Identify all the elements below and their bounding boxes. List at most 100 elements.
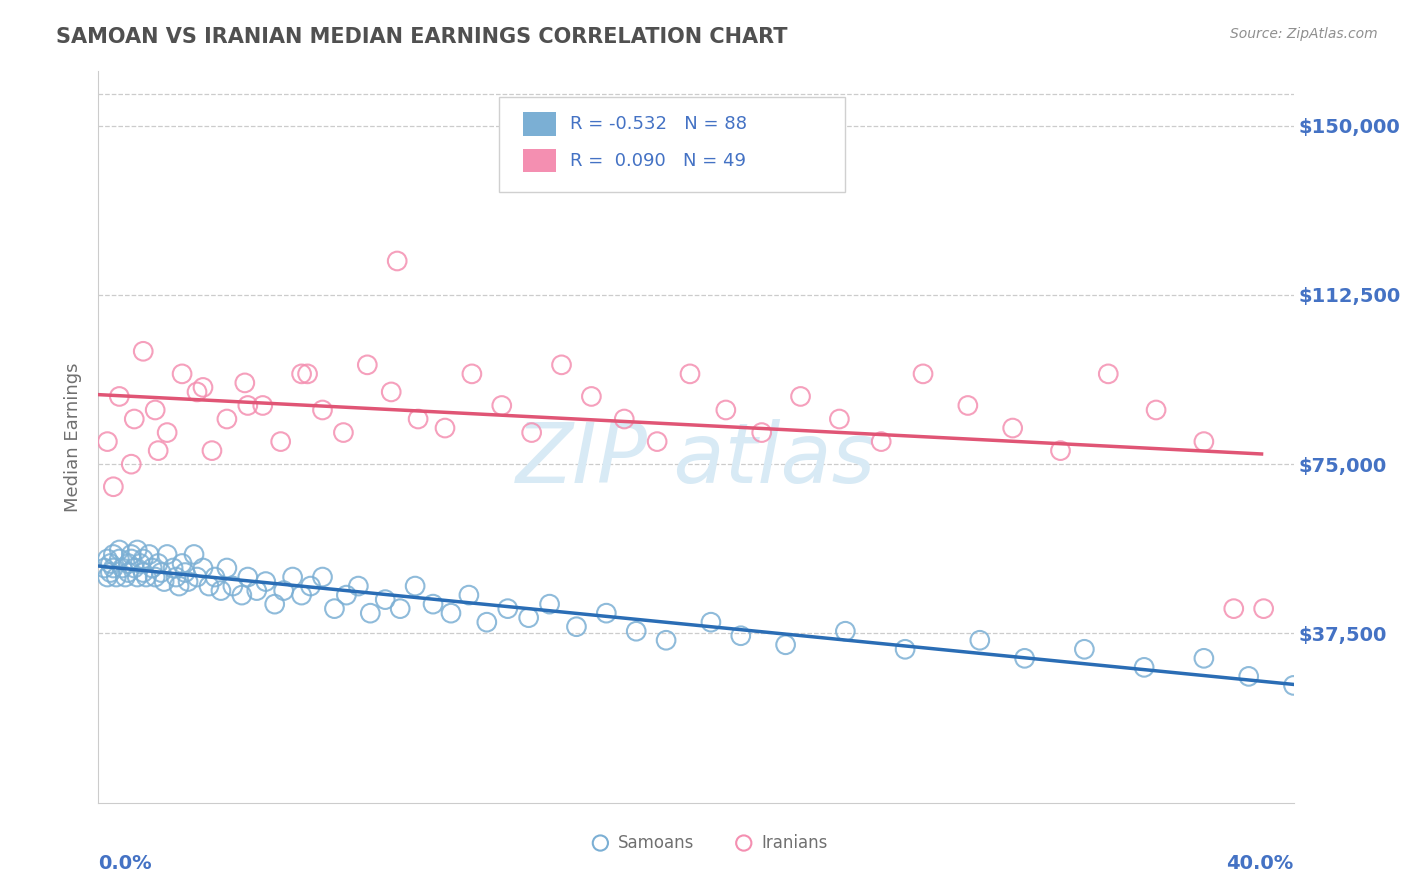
Point [270,434,292,449]
Point [93,561,115,575]
Point [215,412,238,426]
Point [1192,651,1215,665]
Point [153,574,176,589]
Point [1133,660,1156,674]
Point [108,389,131,403]
Text: Samoans: Samoans [619,834,695,852]
Point [143,570,166,584]
Y-axis label: Median Earnings: Median Earnings [65,362,83,512]
Point [120,548,142,562]
Point [108,552,131,566]
Point [103,548,125,562]
Point [141,561,163,575]
Point [165,570,187,584]
Point [129,557,152,571]
Point [356,358,378,372]
Point [1253,601,1275,615]
Point [100,796,122,810]
Point [595,606,617,620]
Point [96,570,118,584]
Point [281,570,304,584]
Point [1192,434,1215,449]
Text: Iranians: Iranians [762,834,828,852]
Point [1001,421,1024,435]
Point [1144,403,1167,417]
Point [291,367,314,381]
Point [374,592,396,607]
Point [1343,669,1365,683]
Point [870,434,893,449]
Point [700,615,723,630]
Point [273,583,295,598]
Point [291,588,314,602]
Point [167,579,190,593]
Point [311,570,333,584]
Point [1097,367,1119,381]
Point [956,399,979,413]
Point [538,597,561,611]
Point [655,633,678,648]
Point [252,399,274,413]
Point [389,601,412,615]
Point [156,548,179,562]
Point [162,561,184,575]
Point [204,570,226,584]
Point [174,566,197,580]
Point [120,457,142,471]
Bar [523,149,557,172]
Point [969,633,991,648]
Point [105,570,128,584]
Bar [523,112,557,136]
Point [127,543,149,558]
Point [461,367,484,381]
Point [96,434,118,449]
Text: Source: ZipAtlas.com: Source: ZipAtlas.com [1230,27,1378,41]
Point [335,588,357,602]
Point [1073,642,1095,657]
Point [103,796,125,810]
Point [1237,669,1260,683]
Point [496,601,519,615]
Point [246,583,269,598]
Point [236,570,259,584]
Point [186,570,208,584]
Point [120,552,142,566]
Point [645,434,668,449]
Point [491,399,513,413]
Point [1223,601,1246,615]
Point [550,358,572,372]
Point [254,574,277,589]
Point [186,384,208,399]
Point [1402,682,1406,697]
Point [172,557,194,571]
Point [714,403,737,417]
Point [138,548,160,562]
Point [215,561,238,575]
Point [172,367,194,381]
Point [132,344,155,359]
Point [263,597,285,611]
Point [475,615,498,630]
Point [108,543,131,558]
Point [323,601,346,615]
Text: ZIP atlas: ZIP atlas [516,418,876,500]
Point [1312,660,1334,674]
Point [404,579,426,593]
Point [117,566,139,580]
Point [233,376,256,390]
Point [103,480,125,494]
Point [231,588,253,602]
Point [297,367,319,381]
FancyBboxPatch shape [499,97,845,192]
Point [222,579,245,593]
Point [183,548,205,562]
Point [359,606,381,620]
Point [132,566,155,580]
Point [332,425,354,440]
Point [311,403,333,417]
Point [191,380,214,394]
Point [191,561,214,575]
Point [150,566,173,580]
Point [198,579,221,593]
Point [434,421,457,435]
